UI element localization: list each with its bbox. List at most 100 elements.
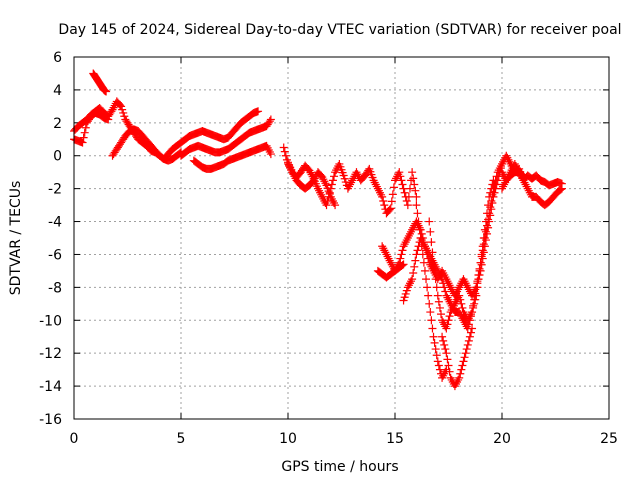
data-point-marker xyxy=(422,275,431,284)
data-point-marker xyxy=(457,365,466,374)
data-point-marker xyxy=(518,174,527,183)
data-point-marker xyxy=(399,242,408,251)
data-point-marker xyxy=(434,361,443,370)
data-point-marker xyxy=(423,283,432,292)
data-point-marker xyxy=(472,291,481,300)
data-point-marker xyxy=(412,201,421,210)
data-point-marker xyxy=(403,283,412,292)
data-point-marker xyxy=(405,279,414,288)
data-point-marker xyxy=(405,184,414,193)
data-point-marker xyxy=(400,293,409,302)
data-point-marker xyxy=(442,291,451,300)
data-point-marker xyxy=(498,184,506,193)
data-point-marker xyxy=(512,164,521,173)
data-point-marker xyxy=(465,332,474,341)
data-point-marker xyxy=(81,123,90,132)
series-track-l xyxy=(438,324,477,391)
data-point-marker xyxy=(505,170,514,179)
data-point-marker xyxy=(450,382,459,391)
data-point-marker xyxy=(451,380,460,389)
data-point-marker xyxy=(320,177,329,186)
data-point-marker xyxy=(383,252,392,261)
data-point-marker xyxy=(522,182,531,191)
data-point-marker xyxy=(439,371,448,380)
data-point-marker xyxy=(488,199,497,208)
data-point-marker xyxy=(454,285,463,294)
data-point-marker xyxy=(108,105,117,114)
y-axis-label: SDTVAR / TECUs xyxy=(8,181,24,296)
data-point-marker xyxy=(464,336,473,345)
data-point-marker xyxy=(346,180,355,189)
data-point-marker xyxy=(435,271,444,280)
data-point-marker xyxy=(427,254,436,263)
data-point-marker xyxy=(515,168,524,177)
series-track-m xyxy=(425,159,506,333)
data-point-marker xyxy=(408,275,417,284)
data-point-marker xyxy=(388,190,397,199)
chart-title: Day 145 of 2024, Sidereal Day-to-day VTE… xyxy=(58,22,621,38)
data-point-marker xyxy=(505,157,514,166)
plot-border xyxy=(73,56,610,420)
data-point-marker xyxy=(503,174,512,183)
data-point-marker xyxy=(310,174,319,183)
data-point-marker xyxy=(455,373,464,382)
y-tick-label: 0 xyxy=(53,149,62,165)
data-point-marker xyxy=(422,244,431,253)
data-point-marker xyxy=(430,266,439,275)
data-point-marker xyxy=(402,286,411,295)
data-point-marker xyxy=(495,164,504,173)
data-point-marker xyxy=(407,277,416,286)
data-point-marker xyxy=(500,180,509,189)
data-point-marker xyxy=(117,102,126,111)
series-track-g xyxy=(279,143,421,218)
data-point-marker xyxy=(440,369,449,378)
data-point-marker xyxy=(504,155,513,164)
data-point-marker xyxy=(289,170,298,179)
data-point-marker xyxy=(405,229,414,238)
data-point-marker xyxy=(444,295,453,304)
data-point-marker xyxy=(404,281,413,290)
data-point-marker xyxy=(265,148,274,157)
data-point-marker xyxy=(463,316,472,325)
data-point-marker xyxy=(369,176,378,185)
y-tick-label: 6 xyxy=(53,50,62,66)
data-point-marker xyxy=(313,184,322,193)
data-point-marker xyxy=(318,173,327,182)
data-point-marker xyxy=(484,215,493,224)
data-point-marker xyxy=(461,349,470,358)
data-point-marker xyxy=(420,266,429,275)
data-point-marker xyxy=(328,176,337,185)
data-point-marker xyxy=(328,196,337,205)
data-point-marker xyxy=(485,209,494,218)
data-point-marker xyxy=(488,190,497,199)
data-point-marker xyxy=(492,172,501,181)
data-point-marker xyxy=(387,197,396,206)
data-point-marker xyxy=(321,179,330,188)
series-track-b xyxy=(70,108,113,147)
data-point-marker xyxy=(487,196,496,205)
data-point-marker xyxy=(437,310,446,319)
data-point-marker xyxy=(372,182,381,191)
data-point-marker xyxy=(439,318,448,327)
data-point-marker xyxy=(409,268,418,277)
data-point-marker xyxy=(281,151,290,160)
data-point-marker xyxy=(434,268,443,277)
data-point-marker xyxy=(407,227,416,236)
data-point-marker xyxy=(437,273,446,282)
data-point-marker xyxy=(445,281,454,290)
data-point-marker xyxy=(442,324,451,333)
data-point-marker xyxy=(475,264,484,273)
data-point-marker xyxy=(266,115,275,124)
data-point-marker xyxy=(470,287,479,296)
data-point-marker xyxy=(381,248,390,257)
data-point-marker xyxy=(453,377,462,386)
data-point-marker xyxy=(392,174,401,183)
data-point-marker xyxy=(454,375,463,384)
data-point-marker xyxy=(404,231,413,240)
x-tick-label: 15 xyxy=(386,431,404,447)
data-point-marker xyxy=(254,107,263,116)
data-point-marker xyxy=(399,296,408,305)
data-point-marker xyxy=(462,281,471,290)
data-point-marker xyxy=(377,190,386,199)
